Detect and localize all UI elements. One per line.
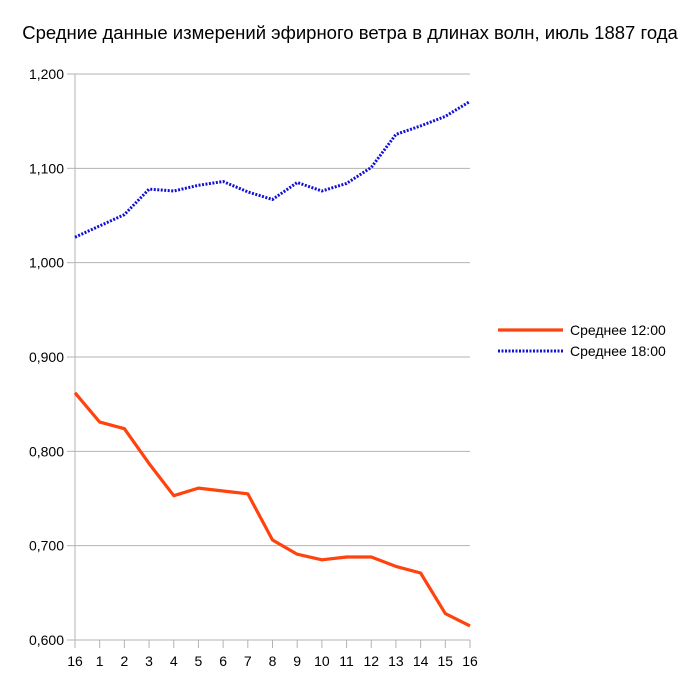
x-tick-label: 2 <box>120 653 128 669</box>
y-tick-label: 0,600 <box>29 632 64 648</box>
x-tick-label: 15 <box>438 653 454 669</box>
x-tick-label: 13 <box>388 653 404 669</box>
x-tick-label: 4 <box>170 653 178 669</box>
x-tick-label: 10 <box>314 653 330 669</box>
series-line-1 <box>73 391 471 628</box>
x-tick-label: 12 <box>363 653 379 669</box>
series-lines <box>73 100 471 628</box>
legend-label-1: Среднее 12:00 <box>570 322 666 338</box>
x-tick-label: 14 <box>413 653 429 669</box>
x-tick-labels: 16 1 2 3 4 5 6 7 8 9 10 11 12 13 14 15 16 <box>67 653 478 669</box>
y-tick-label: 0,700 <box>29 538 64 554</box>
legend: Среднее 12:00 Среднее 18:00 <box>498 322 666 359</box>
chart-title: Средние данные измерений эфирного ветра … <box>22 22 678 43</box>
x-tick-label: 11 <box>339 653 354 669</box>
y-tick-label: 1,000 <box>29 255 64 271</box>
x-tick-label: 1 <box>96 653 104 669</box>
x-tick-label: 6 <box>219 653 227 669</box>
x-tick-label: 16 <box>462 653 478 669</box>
x-tick-label: 5 <box>195 653 203 669</box>
series-line-2 <box>74 100 471 239</box>
y-tick-label: 1,100 <box>29 160 64 176</box>
y-tick-label: 0,800 <box>29 443 64 459</box>
x-tick-label: 9 <box>293 653 301 669</box>
axes <box>74 74 471 648</box>
legend-label-2: Среднее 18:00 <box>570 343 666 359</box>
y-tick-label: 0,900 <box>29 349 64 365</box>
y-tick-label: 1,200 <box>29 66 64 82</box>
gridlines <box>67 73 470 641</box>
x-tick-label: 16 <box>67 653 83 669</box>
x-tick-label: 7 <box>244 653 252 669</box>
x-tick-label: 8 <box>269 653 277 669</box>
x-tick-label: 3 <box>145 653 153 669</box>
y-tick-labels: 0,600 0,700 0,800 0,900 1,000 1,100 1,200 <box>29 66 64 648</box>
